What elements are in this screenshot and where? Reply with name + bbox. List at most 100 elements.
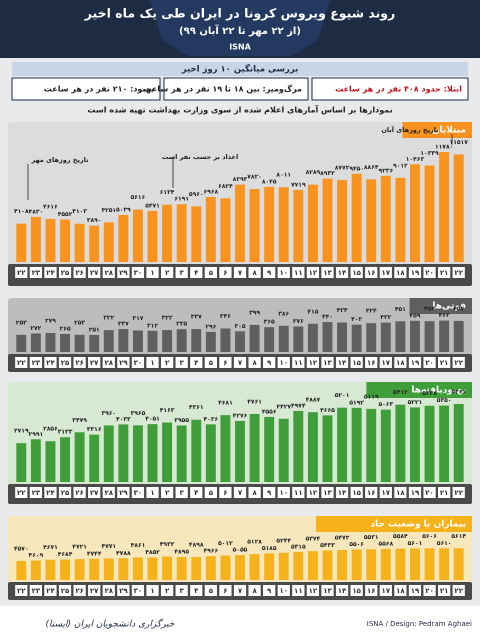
bar — [60, 333, 70, 352]
date-cell — [131, 585, 145, 596]
date-cell — [277, 357, 290, 368]
bar — [351, 324, 362, 352]
date-cell — [190, 487, 203, 498]
x-tick-label: ۵ — [209, 489, 214, 497]
date-cell — [160, 487, 174, 498]
date-cell — [204, 267, 217, 278]
value-label: ۴۷۷۱ — [101, 543, 116, 550]
bar — [322, 550, 333, 580]
date-cell — [379, 267, 392, 278]
bar — [45, 218, 56, 262]
value-label: ۶۱۹۱ — [174, 196, 189, 203]
value-label: ۲۸۵۶ — [43, 426, 58, 433]
x-tick-label: ۲۷ — [90, 587, 99, 595]
note: نمودارها بر اساس آمارهای اعلام شده از سو… — [87, 105, 392, 116]
date-cell — [44, 585, 57, 596]
chart-title: بیماران با وضعیت حاد — [370, 520, 466, 530]
value-label: ۴۶۸۴ — [58, 551, 73, 558]
date-cell — [263, 585, 276, 596]
bar — [366, 549, 377, 580]
value-label: ۴۹۶۶ — [204, 548, 219, 555]
chart-title: بهبودیافته‌ها — [411, 386, 466, 396]
bar — [410, 320, 420, 352]
bar — [424, 321, 435, 352]
x-tick-label: ۱۱ — [294, 359, 303, 367]
date-cell — [15, 267, 28, 278]
date-cell — [117, 357, 130, 368]
date-cell — [204, 357, 217, 368]
date-cell — [394, 585, 407, 596]
bar — [162, 204, 173, 262]
x-tick-label: ۲۱ — [440, 269, 449, 277]
bar — [132, 209, 143, 262]
date-cell — [219, 267, 232, 278]
x-tick-label: ۱۴ — [338, 489, 347, 497]
value-label: ۴۵۵۲ — [58, 211, 73, 218]
bar — [322, 178, 333, 262]
bar — [147, 210, 158, 262]
bar — [395, 177, 406, 262]
date-cell — [365, 487, 378, 498]
value-label: ۴۰۳۳ — [116, 416, 131, 423]
date-cell — [190, 267, 203, 278]
bar — [191, 556, 202, 580]
x-tick-label: ۲۸ — [105, 489, 114, 497]
x-tick-label: ۵ — [209, 269, 214, 277]
x-tick-label: ۱۰ — [279, 359, 288, 367]
value-label: ۴۶۱۶ — [43, 203, 58, 210]
bar — [410, 548, 420, 580]
x-tick-label: ۱۱ — [294, 269, 303, 277]
x-tick-label: ۱۹ — [411, 359, 420, 367]
date-cell — [321, 267, 334, 278]
value-label: ۳۳۵ — [176, 321, 187, 328]
x-tick-label: ۱ — [150, 269, 154, 277]
x-tick-label: ۲۵ — [61, 587, 70, 595]
value-label: ۲۵۳ — [74, 319, 85, 326]
bar — [176, 329, 187, 352]
value-label: ۸۰۴۵ — [262, 178, 277, 185]
date-cell — [73, 267, 86, 278]
value-label: ۲۵۳ — [16, 319, 27, 326]
value-label: ۳۹۶۵ — [131, 410, 146, 417]
date-cell — [452, 487, 465, 498]
value-label: ۵۶۱۶ — [131, 194, 146, 201]
value-label: ۳۰۵ — [235, 323, 246, 330]
date-cell — [15, 487, 28, 498]
bar — [351, 549, 362, 580]
date-cell — [365, 357, 378, 368]
x-tick-label: ۱۷ — [382, 587, 391, 595]
value-label: ۴۹۳۲ — [160, 541, 175, 548]
bar — [424, 405, 435, 482]
date-cell — [365, 585, 378, 596]
date-cell — [44, 487, 57, 498]
x-tick-label: ۳ — [180, 489, 185, 497]
bar — [439, 152, 450, 262]
date-cell — [335, 585, 349, 596]
x-tick-label: ۳۰ — [134, 489, 143, 497]
x-tick-label: ۲۲ — [17, 359, 26, 367]
summary-box — [11, 77, 161, 101]
value-label: ۴۲۵۱ — [101, 207, 116, 214]
x-tick-label: ۲۷ — [90, 269, 99, 277]
date-cell — [408, 585, 422, 596]
date-cell — [131, 487, 145, 498]
x-tick-label: ۲۳ — [32, 587, 41, 595]
value-label: ۳۶۵ — [264, 319, 275, 326]
x-tick-label: ۱۰ — [279, 489, 288, 497]
bar — [249, 324, 260, 352]
x-tick-label: ۲۲ — [17, 489, 26, 497]
value-label: ۲۵۱ — [89, 326, 100, 333]
bar — [16, 223, 27, 262]
date-cell — [233, 357, 247, 368]
value-label: ۴۹۷۴ — [291, 402, 306, 409]
date-cell — [73, 357, 86, 368]
bar — [453, 154, 464, 262]
x-tick-label: ۲۶ — [75, 489, 84, 497]
date-cell — [102, 267, 115, 278]
bar — [16, 560, 27, 580]
bar — [249, 189, 260, 262]
x-tick-label: ۲۳ — [32, 489, 41, 497]
annotation: اعداد بر حسب نفر است — [162, 153, 238, 161]
x-tick-label: ۱۵ — [352, 587, 361, 595]
